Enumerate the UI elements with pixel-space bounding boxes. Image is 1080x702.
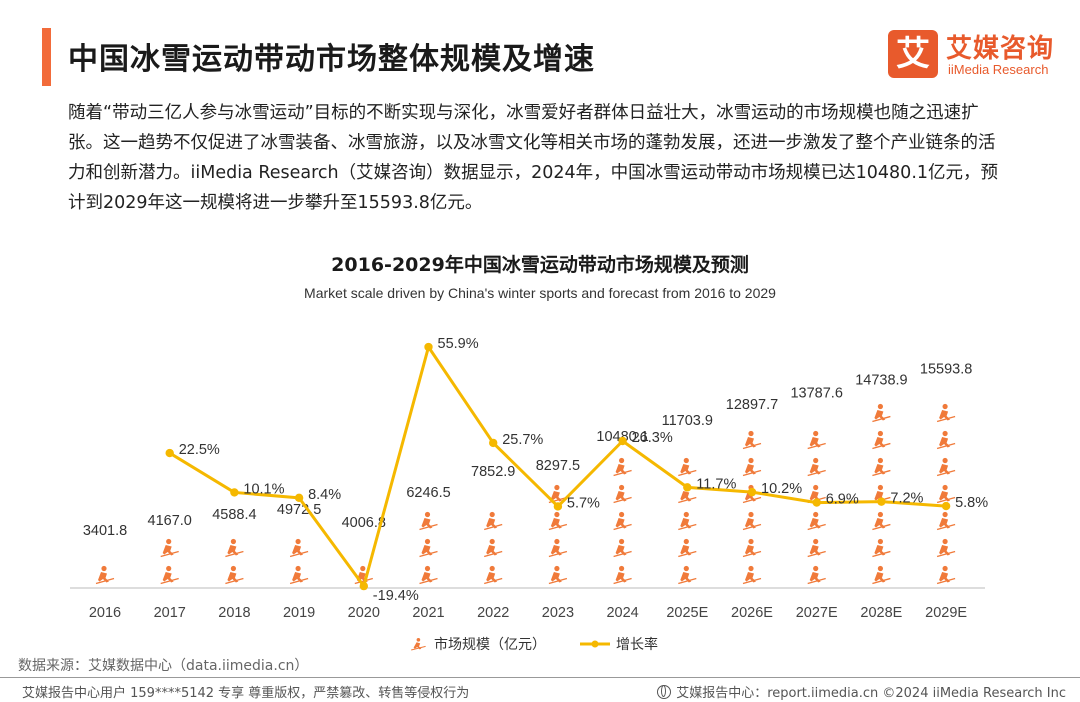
bar-value-label: 11703.9 xyxy=(662,413,713,429)
growth-point xyxy=(747,487,757,497)
x-tick-label: 2023 xyxy=(542,605,574,621)
footer-site: 艾媒报告中心：report.iimedia.cn ©2024 iiMedia R… xyxy=(657,682,1066,701)
bar-value-label: 3401.8 xyxy=(83,523,127,539)
chart-legend: 市场规模（亿元） 增长率 xyxy=(408,634,692,654)
x-tick-label: 2021 xyxy=(412,605,444,621)
growth-point xyxy=(489,438,498,448)
chart-subtitle: Market scale driven by China's winter sp… xyxy=(304,285,776,301)
growth-point xyxy=(424,342,433,352)
growth-point xyxy=(553,502,563,511)
logo-cn-text: 艾媒咨询 xyxy=(946,34,1055,64)
growth-label: 10.1% xyxy=(243,481,284,497)
growth-point xyxy=(877,497,886,506)
bar-value-label: 4972.5 xyxy=(277,502,321,518)
data-source: 数据来源：艾媒数据中心（data.iimedia.cn） xyxy=(18,658,309,674)
x-tick-label: 2027E xyxy=(796,605,838,621)
skier-icon xyxy=(411,638,426,651)
growth-label: 8.4% xyxy=(308,487,341,503)
growth-point xyxy=(294,493,304,503)
globe-icon xyxy=(657,684,672,699)
growth-label: 5.8% xyxy=(955,495,988,511)
bar-value-label: 8297.5 xyxy=(536,458,580,474)
growth-point xyxy=(941,501,951,511)
x-tick-label: 2020 xyxy=(348,605,380,621)
x-tick-label: 2016 xyxy=(89,605,121,621)
growth-point xyxy=(230,488,239,497)
growth-point xyxy=(618,436,627,446)
bar-2025E xyxy=(677,432,697,585)
footer-site-text: 艾媒报告中心：report.iimedia.cn ©2024 iiMedia R… xyxy=(676,686,1066,701)
bar-2019 xyxy=(289,522,309,585)
growth-label: 6.9% xyxy=(826,492,859,508)
growth-point xyxy=(683,483,692,492)
footer-copyright: 艾媒报告中心用户 159****5142 专享 尊重版权，严禁篡改、转售等侵权行… xyxy=(22,686,470,701)
x-tick-label: 2029E xyxy=(925,605,967,621)
bar-value-label: 6246.5 xyxy=(406,485,450,501)
x-tick-label: 2018 xyxy=(218,605,250,621)
bar-value-label: 14738.9 xyxy=(855,373,907,389)
growth-label: 26.3% xyxy=(632,430,673,446)
legend-bar-label: 市场规模（亿元） xyxy=(434,637,546,653)
x-tick-label: 2017 xyxy=(154,605,186,621)
title-accent-bar xyxy=(42,28,51,86)
chart-title: 2016-2029年中国冰雪运动带动市场规模及预测 xyxy=(331,254,749,276)
bar-2021 xyxy=(418,511,439,585)
bar-2027E xyxy=(807,405,827,585)
brand-logo: 艾 艾媒咨询 iiMedia Research xyxy=(888,28,1068,82)
growth-point xyxy=(165,448,174,458)
bar-2017 xyxy=(159,538,180,585)
growth-label: -19.4% xyxy=(373,588,419,604)
growth-label: 22.5% xyxy=(179,442,220,458)
bar-value-label: 4006.8 xyxy=(342,515,386,531)
x-tick-label: 2026E xyxy=(731,605,773,621)
logo-en-text: iiMedia Research xyxy=(948,62,1049,77)
growth-point xyxy=(812,498,821,507)
x-tick-label: 2022 xyxy=(477,605,509,621)
bar-value-label: 15593.8 xyxy=(920,361,972,377)
growth-label: 7.2% xyxy=(890,491,923,507)
x-tick-label: 2028E xyxy=(860,605,902,621)
x-tick-label: 2024 xyxy=(606,605,638,621)
growth-point xyxy=(359,581,368,591)
bar-value-label: 4167.0 xyxy=(148,513,192,529)
line-marker-icon xyxy=(580,640,610,648)
bar-value-label: 4588.4 xyxy=(212,507,256,523)
bar-value-label: 12897.7 xyxy=(726,397,778,413)
bar-2028E xyxy=(871,392,892,585)
legend-line-label: 增长率 xyxy=(616,637,658,653)
bar-value-label: 7852.9 xyxy=(471,464,515,480)
growth-label: 25.7% xyxy=(502,432,543,448)
page-title: 中国冰雪运动带动市场整体规模及增速 xyxy=(68,42,595,77)
legend-item-bar: 市场规模（亿元） xyxy=(408,634,546,654)
growth-label: 11.7% xyxy=(696,476,736,492)
growth-label: 5.7% xyxy=(567,495,600,511)
legend-item-line: 增长率 xyxy=(580,634,658,654)
growth-label: 55.9% xyxy=(438,336,479,352)
logo-mark-icon: 艾 xyxy=(888,30,938,78)
x-tick-label: 2025E xyxy=(666,605,708,621)
bar-2029E xyxy=(936,381,956,585)
intro-paragraph: 随着“带动三亿人参与冰雪运动”目标的不断实现与深化，冰雪爱好者群体日益壮大，冰雪… xyxy=(68,103,999,213)
bar-value-label: 13787.6 xyxy=(790,385,842,401)
footer-divider xyxy=(0,677,1080,678)
bar-2016 xyxy=(95,542,115,585)
bar-2024 xyxy=(612,457,633,585)
growth-label: 10.2% xyxy=(761,481,802,497)
bar-2022 xyxy=(483,484,503,585)
market-chart: 3401.8 2016 4167.0 2017 4588.4 2018 4972.5 2019… xyxy=(70,336,988,621)
x-tick-label: 2019 xyxy=(283,605,315,621)
